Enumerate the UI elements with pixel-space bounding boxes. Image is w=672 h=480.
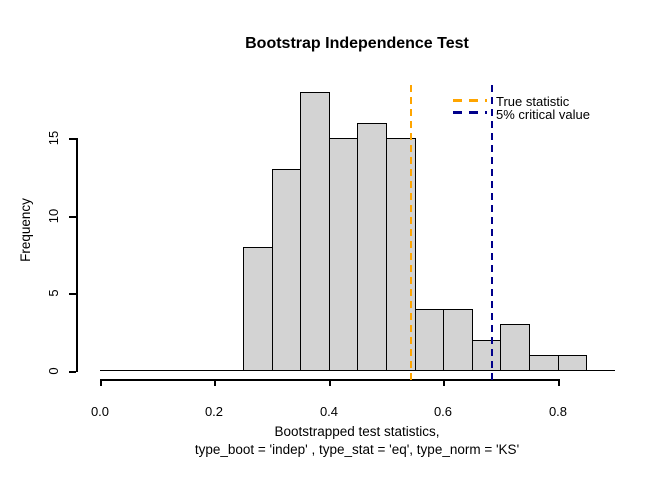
y-tick-label: 0 [46, 367, 61, 375]
legend-label-true-statistic: True statistic [496, 94, 570, 109]
histogram-bar [357, 123, 387, 371]
y-tick [69, 138, 76, 140]
x-tick [558, 379, 560, 386]
histogram-bar [300, 92, 330, 371]
histogram-bar [415, 309, 444, 371]
histogram-bar [243, 247, 273, 371]
y-tick-label: 15 [46, 130, 61, 146]
x-tick-label: 0.2 [204, 404, 224, 419]
x-tick [214, 379, 216, 386]
histogram-bar [472, 340, 501, 371]
x-tick-label: 0.0 [90, 404, 110, 419]
true-statistic-line [410, 85, 412, 382]
x-tick [100, 379, 102, 386]
y-tick [69, 216, 76, 218]
x-tick [329, 379, 331, 386]
histogram-bar [558, 355, 587, 371]
legend-line-critical-value [453, 111, 487, 114]
histogram-bar [443, 309, 473, 371]
histogram-bar [529, 355, 559, 371]
histogram-bar [500, 324, 530, 371]
x-axis-label-line1: Bootstrapped test statistics, [274, 424, 440, 439]
y-tick-label: 5 [46, 289, 61, 297]
y-tick [69, 293, 76, 295]
y-tick-label: 10 [46, 208, 61, 224]
legend-line-true-statistic [453, 99, 487, 102]
y-tick [69, 371, 76, 373]
x-tick-label: 0.4 [319, 404, 339, 419]
x-tick [443, 379, 445, 386]
x-tick-label: 0.6 [433, 404, 453, 419]
x-tick-label: 0.8 [548, 404, 568, 419]
legend-label-critical-value: 5% critical value [496, 107, 590, 122]
histogram-bar [329, 138, 358, 371]
chart-title: Bootstrap Independence Test [245, 35, 469, 52]
x-axis-label-line2: type_boot = 'indep' , type_stat = 'eq', … [194, 442, 520, 457]
critical-value-line [491, 85, 493, 382]
histogram-bar [272, 169, 301, 371]
y-axis-line [76, 138, 78, 372]
